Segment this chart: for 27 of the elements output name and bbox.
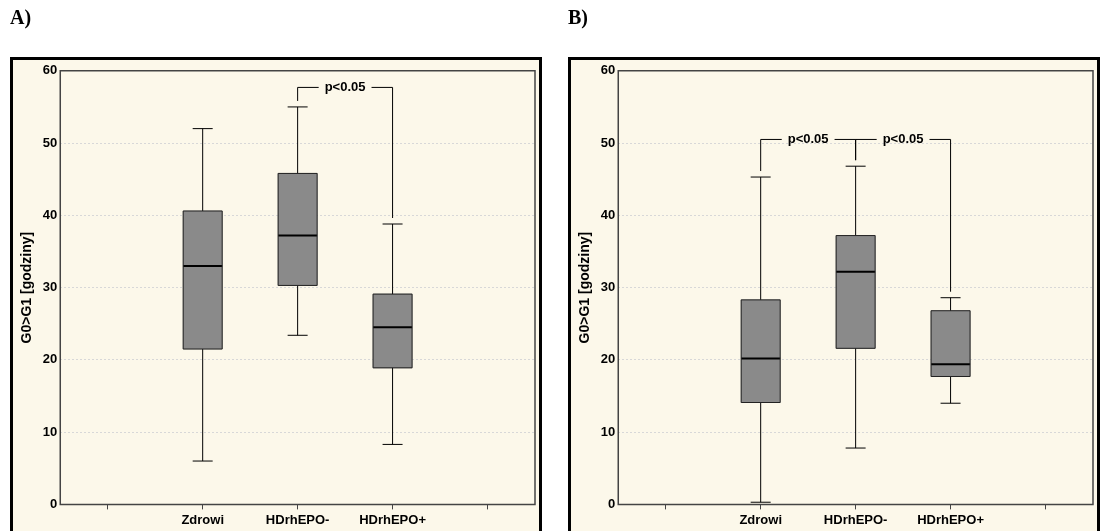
y-tick-label: 30 — [42, 279, 58, 295]
annotation: p<0.05 — [324, 79, 366, 94]
x-tick-label: HDrhEPO- — [823, 511, 888, 527]
chart-title: B) — [568, 6, 588, 29]
y-tick-label: 20 — [600, 351, 616, 367]
y-tick-label: 10 — [600, 423, 616, 439]
y-tick-label: 10 — [42, 423, 58, 439]
x-tick-label: Zdrowi — [739, 511, 782, 527]
y-tick-label: 50 — [600, 134, 616, 150]
x-tick-label: HDrhEPO+ — [359, 511, 427, 527]
y-tick-label: 40 — [600, 206, 616, 222]
annotation: p<0.05 — [882, 131, 924, 147]
y-axis-title: G0>G1 [godziny] — [576, 231, 593, 344]
annotation: p<0.05 — [787, 131, 829, 147]
y-tick-label: 0 — [50, 495, 58, 511]
x-tick-label: HDrhEPO+ — [917, 511, 985, 527]
chart-title: A) — [10, 6, 32, 29]
y-tick-label: 40 — [42, 206, 58, 222]
y-tick-label: 60 — [42, 62, 58, 78]
y-tick-label: 50 — [42, 134, 58, 150]
x-tick-label: Zdrowi — [181, 511, 224, 527]
y-tick-label: 60 — [600, 62, 616, 78]
x-tick-label: HDrhEPO- — [265, 511, 330, 527]
y-tick-label: 20 — [42, 351, 58, 367]
y-axis-title: G0>G1 [godziny] — [18, 231, 35, 344]
y-tick-label: 30 — [600, 279, 616, 295]
y-tick-label: 0 — [608, 495, 616, 511]
